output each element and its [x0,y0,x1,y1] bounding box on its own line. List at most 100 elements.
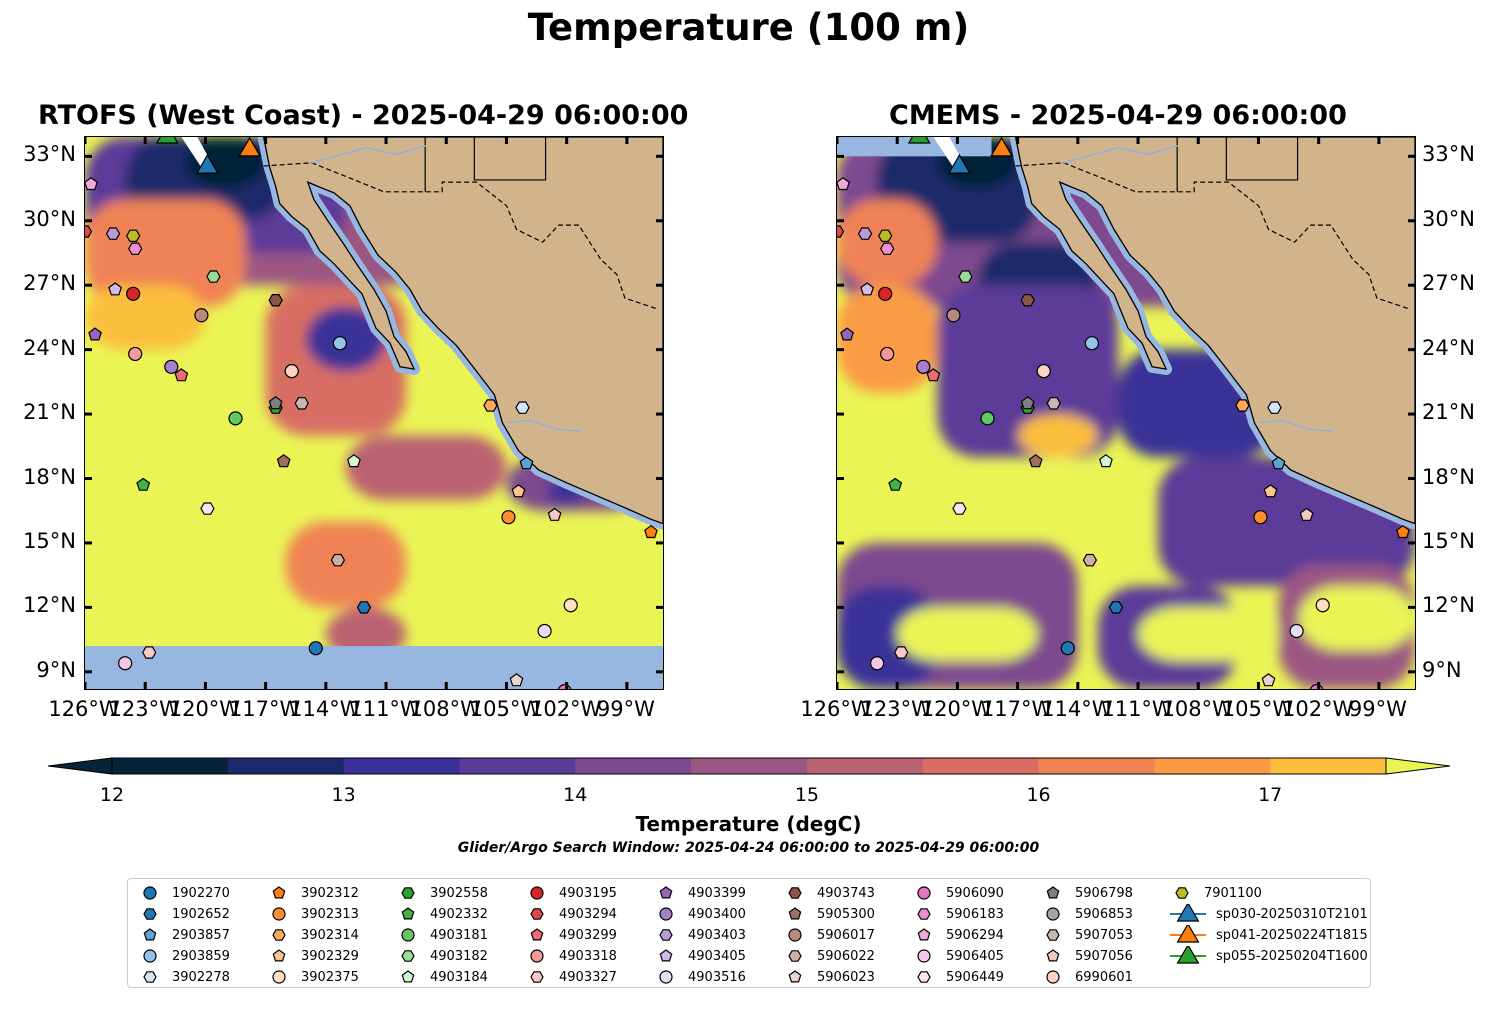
lon-tick-right: 123°W [860,697,932,721]
lat-tick-left: 18°N [23,464,76,489]
legend-entry: 3902278 [138,967,230,987]
country-border [1015,162,1410,310]
legend-marker-circle-icon [659,907,673,921]
float-marker-3902313 [1253,510,1268,525]
legend-symbol [401,970,415,983]
float-marker-1902652 [356,601,372,614]
rtofs-map[interactable] [84,136,664,690]
legend-label: 4903318 [559,948,617,964]
float-marker-4903400 [916,359,931,374]
legend-entry: 5906449 [912,967,1004,987]
legend-entry: 1902270 [138,883,230,903]
river [311,144,427,164]
float-marker-4903182 [206,270,221,283]
float-marker-1902270 [1060,641,1075,656]
float-marker-4903405 [860,282,875,296]
lat-tick-left: 33°N [23,142,76,167]
legend-symbol [272,970,286,984]
legend-marker-triangle-icon [1170,946,1206,964]
cmems-map[interactable] [836,136,1416,690]
legend-label: 4903299 [559,927,617,943]
legend-marker-circle-icon [659,970,673,984]
legend-label: 3902312 [301,885,359,901]
float-marker-3902278 [515,401,530,414]
legend-entry: 3902375 [267,967,359,987]
lat-tick-right: 21°N [1422,400,1475,425]
legend-label: 4902332 [430,906,488,922]
float-marker-2903859 [332,336,347,351]
legend-marker-circle-icon [401,928,415,942]
float-marker-4903399 [88,327,102,341]
legend-symbol [1046,949,1060,962]
legend-marker-circle-icon [530,949,544,963]
glider-marker-sp030-20250310T2101 [947,153,971,174]
legend-symbol [143,928,157,941]
float-marker-4903743 [268,294,283,307]
legend-marker-pentagon-icon [659,886,673,899]
colorbar-tick-label: 15 [794,784,819,806]
float-marker-5905300 [276,454,291,468]
legend-triangle [1176,904,1200,922]
legend: 1902270 1902652 2903857 2903859 3902278 39023… [127,878,1371,988]
legend-label: sp030-20250310T2101 [1216,906,1368,922]
float-marker-4903294 [837,225,845,238]
legend-symbol [401,928,415,942]
float-marker-5906294 [85,177,98,191]
legend-entry: 4902332 [396,904,488,924]
legend-marker-pentagon-icon [788,970,802,983]
legend-symbol [143,886,157,900]
legend-marker-hexagon-icon [143,971,157,983]
legend-symbol [1046,929,1060,941]
lon-tick-right: 99°W [1348,697,1407,721]
state-border [1225,137,1299,181]
lon-tick-left: 117°W [228,697,301,721]
legend-symbol [530,949,544,963]
legend-entry: 4903516 [654,967,746,987]
colorbar-bin [227,758,345,774]
legend-entry: 3902313 [267,904,359,924]
legend-entry: 5907056 [1041,946,1133,966]
legend-label: 3902558 [430,885,488,901]
legend-label: 4903403 [688,927,746,943]
colorbar-bin [459,758,576,774]
float-marker-5907056 [547,507,562,521]
lat-tick-right: 30°N [1422,206,1475,231]
legend-entry: 6990601 [1041,967,1133,987]
legend-symbol [659,886,673,899]
float-marker-5906022 [1082,553,1098,567]
legend-marker-hexagon-icon [788,887,802,899]
legend-entry: 4903181 [396,925,488,945]
float-marker-4903195 [878,286,893,301]
legend-symbol [272,886,286,899]
legend-label: 3902329 [301,948,359,964]
legend-marker-circle-icon [143,886,157,900]
legend-marker-hexagon-icon [1046,929,1060,941]
legend-label: 4903181 [430,927,488,943]
float-marker-4903403 [105,227,121,240]
colorbar-frame [111,757,1387,775]
float-marker-4903516 [537,623,552,639]
legend-label: 5907053 [1075,927,1133,943]
legend-marker-hexagon-icon [401,887,415,899]
legend-symbol [272,907,286,921]
legend-marker-hexagon-icon [401,950,415,962]
panel-title-rtofs: RTOFS (West Coast) - 2025-04-29 06:00:00 [38,100,689,131]
legend-entry: 4903405 [654,946,746,966]
colorbar-tick-label: 17 [1258,784,1283,806]
float-marker-4903184 [1098,454,1113,468]
float-marker-4903405 [108,282,123,296]
lon-tick-right: 120°W [920,697,993,721]
legend-symbol [788,907,802,920]
lon-tick-right: 108°W [1161,697,1233,721]
legend-label: 4903327 [559,969,617,985]
legend-entry: 5906022 [783,946,875,966]
float-marker-4903181 [228,411,243,426]
float-marker-5906183 [128,242,143,255]
legend-marker-pentagon-icon [1046,949,1060,962]
float-marker-3902375 [563,598,578,613]
legend-symbol [1046,886,1060,899]
lat-tick-right: 18°N [1422,464,1475,489]
legend-entry: 5907053 [1041,925,1133,945]
legend-entry: 5906294 [912,925,1004,945]
colorbar-bin [1154,758,1271,774]
